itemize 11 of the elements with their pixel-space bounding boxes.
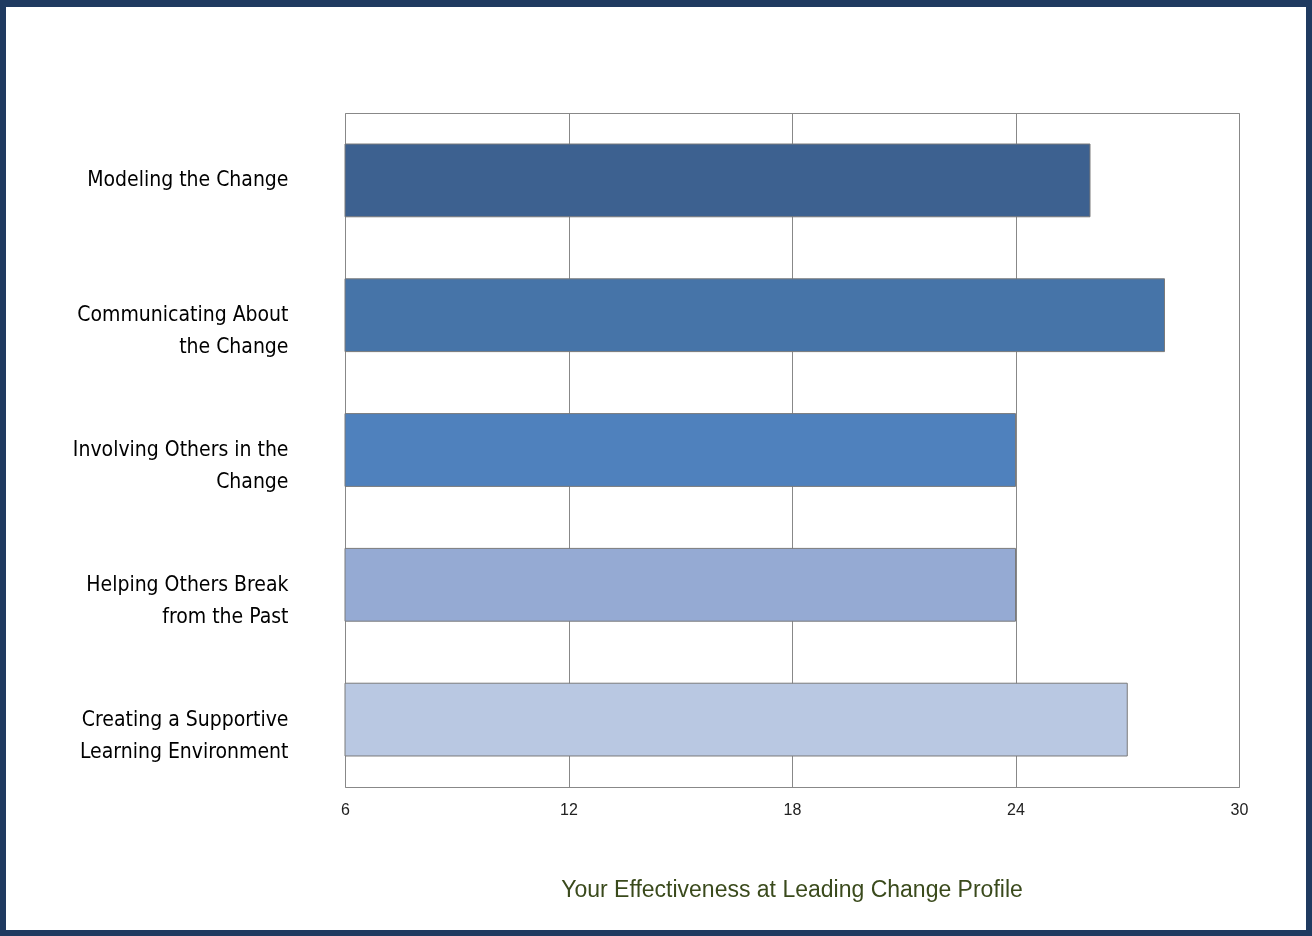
- x-tick-label: 18: [783, 800, 802, 818]
- y-tick-label: Helping Others Break from the Past: [86, 571, 289, 628]
- y-tick-label: Creating a Supportive Learning Environment: [79, 706, 289, 763]
- x-tick-label: 30: [1230, 800, 1249, 818]
- y-tick-label: Communicating About the Change: [77, 302, 289, 359]
- x-tick-label: 12: [560, 800, 578, 818]
- y-tick-label: Modeling the Change: [87, 167, 289, 192]
- text: Your Effectiveness at Leading Change Profile: [561, 876, 1023, 902]
- x-tick-label: 24: [1007, 800, 1025, 818]
- x-tick-label: 6: [341, 800, 351, 818]
- y-tick-label: Involving Others in the Change: [72, 437, 289, 493]
